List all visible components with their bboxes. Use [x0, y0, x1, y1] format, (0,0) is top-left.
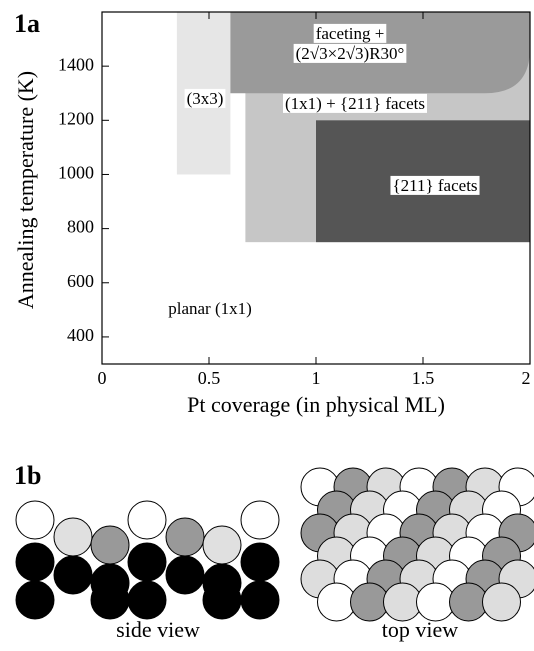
atom — [417, 583, 455, 621]
atom — [351, 583, 389, 621]
x-tick-label: 2 — [522, 368, 531, 388]
region-label: (2√3×2√3)R30° — [296, 44, 405, 63]
atom — [128, 501, 166, 539]
y-tick-label: 1400 — [58, 54, 94, 74]
x-tick-label: 1.5 — [412, 368, 435, 388]
region-label: faceting + — [316, 24, 385, 43]
x-tick-label: 0 — [98, 368, 107, 388]
phase-diagram: (1x1) + {211} facets (3x3) faceting +(2√3×… — [13, 12, 530, 417]
view-label: side view — [116, 617, 200, 642]
atom — [54, 556, 92, 594]
atom — [128, 543, 166, 581]
atom — [483, 583, 521, 621]
atom — [16, 543, 54, 581]
panel-label: 1a — [14, 9, 40, 38]
x-tick-label: 0.5 — [198, 368, 221, 388]
atom — [450, 583, 488, 621]
panel-label: 1b — [14, 461, 41, 490]
y-tick-label: 400 — [67, 325, 94, 345]
y-tick-label: 1000 — [58, 163, 94, 183]
view-label: top view — [382, 617, 458, 642]
atom — [16, 501, 54, 539]
region-label: {211} facets — [392, 176, 477, 195]
x-tick-label: 1 — [312, 368, 321, 388]
atom — [128, 581, 166, 619]
atom — [91, 564, 129, 602]
atom — [241, 501, 279, 539]
y-tick-label: 1200 — [58, 108, 94, 128]
y-axis-label: Annealing temperature (K) — [13, 71, 38, 309]
annotation: planar (1x1) — [168, 299, 252, 318]
atom — [318, 583, 356, 621]
atom — [54, 518, 92, 556]
region-label: (3x3) — [187, 89, 224, 108]
atom — [241, 543, 279, 581]
atom — [16, 581, 54, 619]
x-axis-label: Pt coverage (in physical ML) — [187, 392, 445, 417]
atom-diagrams — [16, 468, 534, 621]
atom — [166, 518, 204, 556]
atom — [241, 581, 279, 619]
region-label: (1x1) + {211} facets — [285, 94, 425, 113]
atom — [203, 564, 241, 602]
y-tick-label: 800 — [67, 217, 94, 237]
figure: 1a 1b side view top view (1x1) + {211} f… — [0, 0, 534, 646]
atom — [203, 526, 241, 564]
atom — [166, 556, 204, 594]
atom — [91, 526, 129, 564]
atom — [384, 583, 422, 621]
y-tick-label: 600 — [67, 271, 94, 291]
